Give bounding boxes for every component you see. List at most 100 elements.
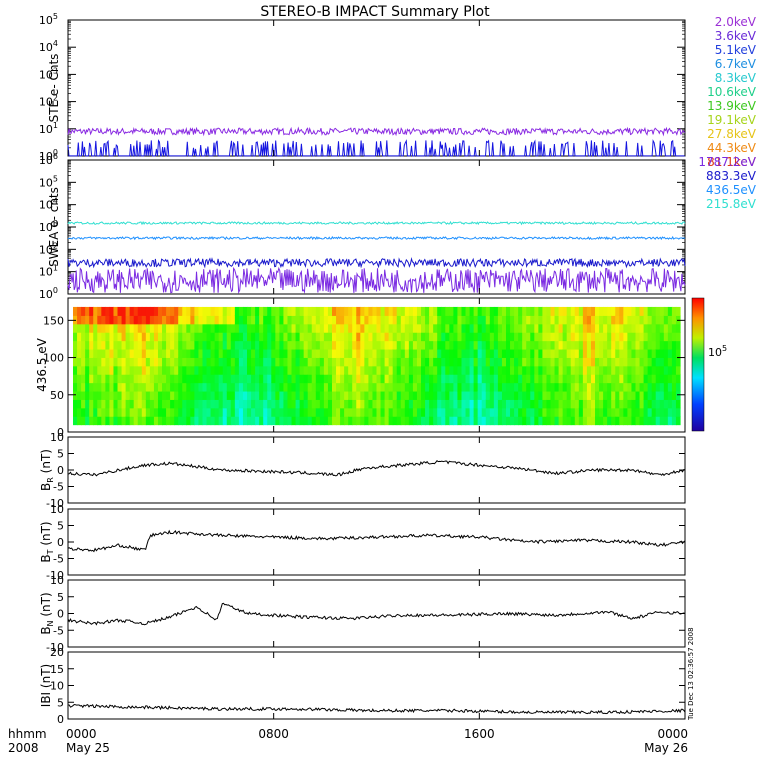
- heatmap-cell: [542, 348, 548, 358]
- heatmap-cell: [659, 332, 665, 342]
- heatmap-cell: [356, 416, 361, 426]
- heatmap-cell: [627, 306, 633, 316]
- heatmap-cell: [469, 390, 475, 400]
- heatmap-cell: [400, 416, 406, 426]
- heatmap-cell: [542, 416, 548, 426]
- heatmap-cell: [489, 357, 495, 367]
- heatmap-cell: [327, 407, 333, 417]
- heatmap-cell: [271, 390, 276, 400]
- heatmap-cell: [247, 390, 252, 400]
- heatmap-cell: [226, 340, 232, 350]
- heatmap-cell: [505, 390, 511, 400]
- heatmap-cell: [109, 340, 115, 350]
- heatmap-cell: [388, 306, 394, 316]
- heatmap-cell: [287, 399, 293, 409]
- heatmap-cell: [348, 407, 353, 417]
- heatmap-cell: [607, 348, 612, 358]
- heatmap-cell: [336, 323, 341, 333]
- heatmap-cell: [607, 399, 612, 409]
- heatmap-cell: [437, 332, 442, 342]
- heatmap-cell: [186, 365, 191, 375]
- heatmap-cell: [190, 399, 195, 409]
- heatmap-cell: [566, 382, 572, 392]
- heatmap-cell: [425, 399, 430, 409]
- heatmap-cell: [562, 340, 568, 350]
- heatmap-cell: [109, 306, 115, 316]
- heatmap-cell: [162, 374, 167, 384]
- heatmap-cell: [639, 374, 645, 384]
- heatmap-cell: [170, 340, 175, 350]
- heatmap-cell: [615, 399, 620, 409]
- heatmap-cell: [218, 416, 224, 426]
- heatmap-cell: [271, 315, 276, 325]
- heatmap-cell: [603, 416, 608, 426]
- heatmap-cell: [437, 348, 442, 358]
- heatmap-cell: [485, 407, 491, 417]
- heatmap-cell: [412, 382, 418, 392]
- heatmap-cell: [603, 323, 608, 333]
- time-tick-label-3: 0000: [657, 727, 688, 741]
- heatmap-cell: [303, 332, 309, 342]
- heatmap-cell: [647, 416, 653, 426]
- heatmap-cell: [234, 382, 240, 392]
- heatmap-cell: [222, 348, 228, 358]
- heatmap-cell: [449, 332, 454, 342]
- heatmap-cell: [182, 306, 187, 316]
- heatmap-cell: [510, 374, 515, 384]
- heatmap-cell: [93, 390, 98, 400]
- heatmap-cell: [323, 382, 329, 392]
- heatmap-cell: [481, 382, 487, 392]
- heatmap-cell: [214, 315, 220, 325]
- y-tick-label-1: 50: [50, 389, 64, 402]
- heatmap-cell: [149, 416, 155, 426]
- colorbar-tick-exp: 5: [722, 344, 727, 353]
- heatmap-cell: [214, 340, 220, 350]
- heatmap-cell: [526, 340, 531, 350]
- heatmap-cell: [671, 332, 677, 342]
- heatmap-cell: [170, 357, 175, 367]
- heatmap-cell: [117, 399, 123, 409]
- heatmap-cell: [566, 340, 572, 350]
- heatmap-cell: [101, 323, 106, 333]
- heatmap-cell: [251, 390, 256, 400]
- heatmap-cell: [247, 382, 252, 392]
- y-tick-exp: 0: [53, 148, 58, 157]
- heatmap-cell: [558, 348, 564, 358]
- y-axis-label-unit: (nT): [39, 664, 53, 692]
- heatmap-cell: [255, 348, 260, 358]
- y-tick-exp: 1: [53, 121, 58, 130]
- heatmap-cell: [141, 382, 147, 392]
- heatmap-cell: [247, 407, 252, 417]
- heatmap-cell: [182, 340, 187, 350]
- heatmap-cell: [663, 365, 669, 375]
- heatmap-cell: [659, 340, 665, 350]
- heatmap-cell: [323, 416, 329, 426]
- heatmap-cell: [570, 399, 576, 409]
- heatmap-cell: [611, 407, 616, 417]
- heatmap-cell: [526, 365, 531, 375]
- heatmap-cell: [566, 399, 572, 409]
- heatmap-cell: [465, 348, 471, 358]
- heatmap-cell: [538, 407, 544, 417]
- heatmap-cell: [647, 382, 653, 392]
- heatmap-cell: [501, 416, 507, 426]
- heatmap-cell: [376, 407, 382, 417]
- heatmap-cell: [275, 357, 280, 367]
- heatmap-cell: [170, 407, 175, 417]
- heatmap-cell: [501, 348, 507, 358]
- heatmap-cell: [263, 390, 268, 400]
- heatmap-cell: [421, 340, 426, 350]
- heatmap-cell: [538, 348, 544, 358]
- heatmap-cell: [603, 365, 608, 375]
- heatmap-cell: [234, 332, 240, 342]
- heatmap-cell: [465, 357, 471, 367]
- heatmap-cell: [263, 382, 268, 392]
- heatmap-cell: [453, 315, 459, 325]
- heatmap-cell: [166, 407, 171, 417]
- heatmap-cell: [117, 365, 123, 375]
- heatmap-cell: [400, 332, 406, 342]
- heatmap-cell: [275, 340, 280, 350]
- heatmap-cell: [388, 315, 394, 325]
- heatmap-cell: [627, 348, 633, 358]
